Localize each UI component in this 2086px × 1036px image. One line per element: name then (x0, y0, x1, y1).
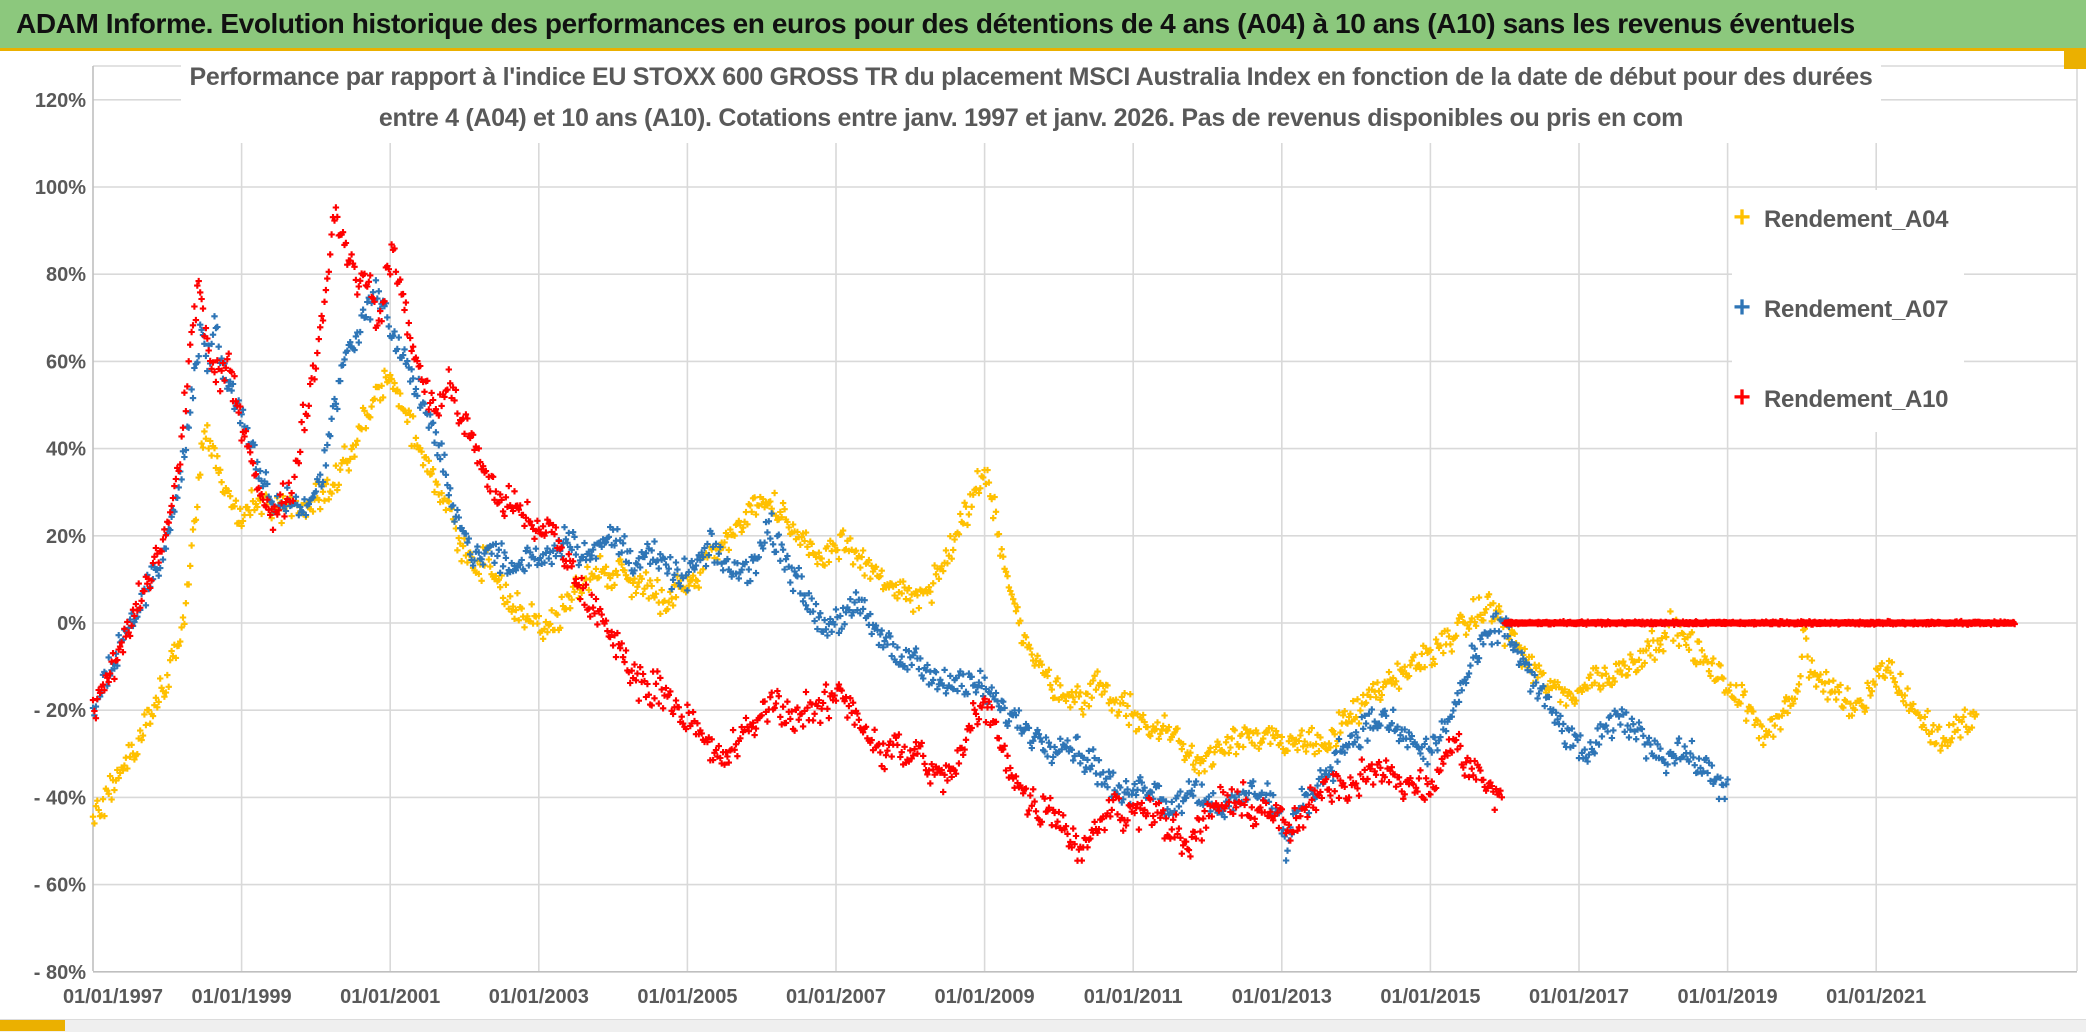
legend-label-a07: Rendement_A07 (1764, 296, 1949, 323)
svg-text:01/01/2005: 01/01/2005 (637, 986, 737, 1008)
svg-text:01/01/2001: 01/01/2001 (340, 986, 440, 1008)
scrollbar-thumb[interactable] (0, 1020, 65, 1031)
svg-text:01/01/2021: 01/01/2021 (1826, 986, 1926, 1008)
svg-text:- 20%: - 20% (34, 700, 86, 722)
svg-text:01/01/2017: 01/01/2017 (1529, 986, 1629, 1008)
legend-label-a04: Rendement_A04 (1764, 206, 1949, 233)
svg-text:- 80%: - 80% (34, 962, 86, 984)
svg-text:60%: 60% (46, 351, 86, 373)
chart-title: Performance par rapport à l'indice EU ST… (181, 57, 1881, 143)
svg-text:40%: 40% (46, 439, 86, 461)
svg-text:80%: 80% (46, 264, 86, 286)
svg-text:01/01/2011: 01/01/2011 (1084, 986, 1183, 1008)
svg-text:01/01/2009: 01/01/2009 (935, 986, 1035, 1008)
svg-text:01/01/2013: 01/01/2013 (1232, 986, 1332, 1008)
window-title-bar: ADAM Informe. Evolution historique des p… (0, 0, 2086, 51)
svg-text:20%: 20% (46, 526, 86, 548)
chart-title-line1: Performance par rapport à l'indice EU ST… (189, 63, 1873, 91)
svg-text:0%: 0% (57, 613, 86, 635)
svg-text:100%: 100% (35, 177, 86, 199)
svg-text:01/01/1999: 01/01/1999 (192, 986, 292, 1008)
horizontal-scrollbar[interactable] (0, 1019, 2086, 1032)
legend-marker-a10-icon: + (1733, 381, 1751, 414)
legend-item-a07[interactable]: + Rendement_A07 (1732, 288, 1964, 332)
svg-text:01/01/1997: 01/01/1997 (63, 986, 163, 1008)
svg-text:01/01/2007: 01/01/2007 (786, 986, 886, 1008)
chart-title-line2: entre 4 (A04) et 10 ans (A10). Cotations… (378, 104, 1684, 132)
legend-marker-a07-icon: + (1733, 291, 1751, 324)
legend-item-a04[interactable]: + Rendement_A04 (1732, 198, 1964, 242)
svg-text:120%: 120% (35, 90, 86, 112)
svg-text:- 40%: - 40% (34, 787, 86, 809)
legend-item-a10[interactable]: + Rendement_A10 (1732, 378, 1964, 422)
gold-accent-corner (2064, 48, 2086, 69)
page-title: ADAM Informe. Evolution historique des p… (16, 8, 1855, 39)
svg-text:01/01/2003: 01/01/2003 (489, 986, 589, 1008)
legend-label-a10: Rendement_A10 (1764, 386, 1949, 413)
chart-legend: + Rendement_A04 + Rendement_A07 + Rendem… (1732, 190, 1964, 432)
legend-marker-a04-icon: + (1733, 201, 1751, 234)
svg-text:01/01/2019: 01/01/2019 (1678, 986, 1778, 1008)
svg-text:- 60%: - 60% (34, 875, 86, 897)
svg-text:01/01/2015: 01/01/2015 (1380, 986, 1480, 1008)
